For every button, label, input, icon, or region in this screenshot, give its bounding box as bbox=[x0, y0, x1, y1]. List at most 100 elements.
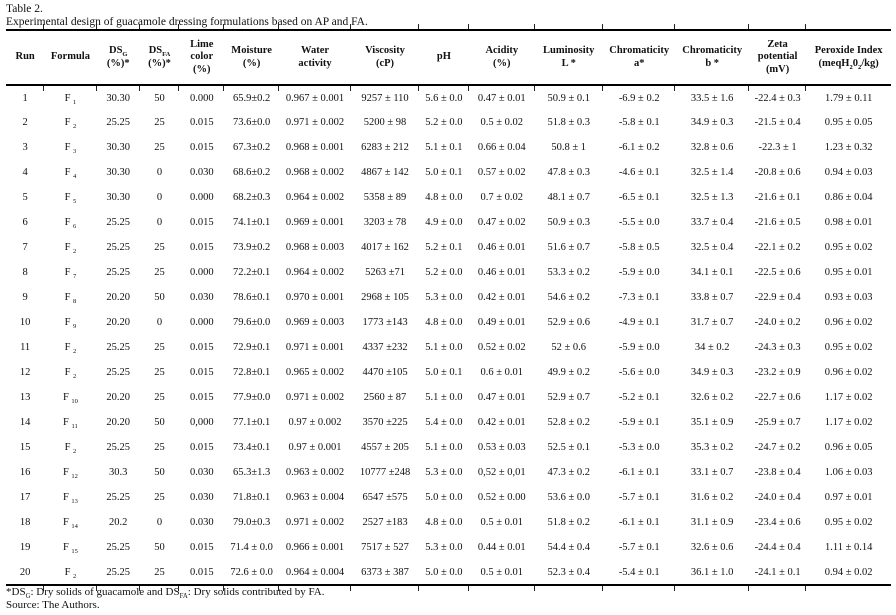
cell-water-activity: 0.971 ± 0.002 bbox=[285, 517, 345, 528]
cell-formula: F 8 bbox=[64, 292, 77, 306]
cell-ds-fa: 0 bbox=[156, 317, 163, 328]
cell-moisture: 77.9±0.0 bbox=[232, 392, 271, 403]
cell-zeta-potential: -21.6 ± 0.1 bbox=[754, 192, 801, 203]
cell-chromaticity-b: 34.9 ± 0.3 bbox=[690, 117, 734, 128]
cell-luminosity-l: 52.3 ± 0.4 bbox=[533, 560, 603, 591]
cell-luminosity-l: 48.1 ± 0.7 bbox=[547, 192, 590, 203]
cell-chromaticity-b: 35.1 ± 0.9 bbox=[690, 417, 734, 428]
cell-ph: 5.0 ± 0.1 bbox=[425, 367, 463, 378]
cell-ds-g: 20.20 bbox=[106, 317, 131, 328]
cell-lime-color: 0.015 bbox=[189, 342, 214, 353]
cell-chromaticity-b: 35.3 ± 0.2 bbox=[690, 442, 734, 453]
cell-ph: 5.2 ± 0.0 bbox=[425, 117, 463, 128]
cell-formula: F 7 bbox=[64, 267, 77, 281]
cell-zeta-potential: -23.2 ± 0.9 bbox=[754, 367, 801, 378]
cell-zeta-potential: -22.5 ± 0.6 bbox=[754, 267, 801, 278]
column-header-formula: Formula bbox=[43, 25, 97, 92]
cell-acidity: 0.5 ± 0.01 bbox=[468, 560, 535, 591]
cell-water-activity: 0.964 ± 0.002 bbox=[285, 192, 345, 203]
cell-water-activity: 0.97 ± 0.001 bbox=[288, 442, 342, 453]
cell-ph: 4.8 ± 0.0 bbox=[425, 517, 463, 528]
cell-luminosity-l: 50.8 ± 1 bbox=[551, 142, 587, 153]
column-header-acidity: Acidity (%) bbox=[468, 25, 535, 92]
cell-acidity: 0.46 ± 0.01 bbox=[477, 267, 526, 278]
column-header-ds-g: DSG (%)* bbox=[95, 25, 140, 92]
cell-luminosity-l: 51.8 ± 0.3 bbox=[547, 117, 590, 128]
cell-ds-g: 20.20 bbox=[106, 417, 131, 428]
cell-acidity: 0.44 ± 0.01 bbox=[477, 542, 526, 553]
cell-luminosity-l: 52.8 ± 0.2 bbox=[547, 417, 590, 428]
cell-run: 14 bbox=[19, 417, 31, 428]
cell-viscosity: 4017 ± 162 bbox=[361, 242, 409, 253]
cell-ds-g: 25.25 bbox=[95, 560, 140, 591]
cell-peroxide-index: 0.96 ± 0.02 bbox=[824, 317, 873, 328]
cell-chromaticity-b: 32.5 ± 1.4 bbox=[690, 167, 734, 178]
cell-peroxide-index: 0.98 ± 0.01 bbox=[824, 217, 873, 228]
cell-luminosity-l: 53.6 ± 0.0 bbox=[547, 492, 590, 503]
cell-chromaticity-a: -6.5 ± 0.1 bbox=[618, 192, 660, 203]
table-row: 19 F 15 25.25 50 0.015 71.4 ± 0.0 0.966 ± 0.00… bbox=[6, 535, 891, 560]
cell-viscosity: 4867 ± 142 bbox=[361, 167, 409, 178]
cell-chromaticity-a: -5.9 ± 0.1 bbox=[618, 417, 660, 428]
cell-zeta-potential: -22.9 ± 0.4 bbox=[754, 292, 801, 303]
cell-run: 4 bbox=[22, 167, 28, 178]
cell-chromaticity-b: 34.1 ± 0.1 bbox=[690, 267, 734, 278]
cell-peroxide-index: 0.95 ± 0.02 bbox=[824, 242, 873, 253]
cell-ph: 5.2 ± 0.1 bbox=[425, 242, 463, 253]
cell-formula: F 4 bbox=[64, 167, 77, 181]
cell-ph: 5.1 ± 0.1 bbox=[425, 142, 463, 153]
cell-chromaticity-a: -5.5 ± 0.0 bbox=[618, 217, 660, 228]
cell-run: 11 bbox=[20, 342, 31, 353]
cell-ds-fa: 25 bbox=[154, 117, 165, 128]
cell-run: 19 bbox=[19, 542, 31, 553]
cell-ph: 5.6 ± 0.0 bbox=[425, 92, 463, 104]
cell-chromaticity-a: -7.3 ± 0.1 bbox=[618, 292, 660, 303]
cell-ph: 5.3 ± 0.0 bbox=[425, 292, 463, 303]
table-row: 16 F 12 30.3 50 0.030 65.3±1.3 0.963 ± 0.002 10… bbox=[6, 460, 891, 485]
cell-ph: 5.0 ± 0.0 bbox=[417, 560, 470, 591]
cell-chromaticity-b: 32.8 ± 0.6 bbox=[690, 142, 734, 153]
cell-chromaticity-b: 33.7 ± 0.4 bbox=[690, 217, 734, 228]
cell-luminosity-l: 50.9 ± 0.1 bbox=[547, 92, 590, 104]
cell-viscosity: 6547 ±575 bbox=[362, 492, 408, 503]
cell-water-activity: 0.967 ± 0.001 bbox=[285, 92, 345, 104]
cell-ds-g: 25.25 bbox=[106, 367, 131, 378]
cell-luminosity-l: 53.3 ± 0.2 bbox=[547, 267, 590, 278]
cell-run: 15 bbox=[19, 442, 31, 453]
cell-chromaticity-a: -5.4 ± 0.1 bbox=[601, 560, 676, 591]
cell-ph: 5.0 ± 0.1 bbox=[425, 167, 463, 178]
cell-chromaticity-b: 32.5 ± 0.4 bbox=[690, 242, 734, 253]
cell-lime-color: 0.015 bbox=[189, 117, 214, 128]
cell-chromaticity-a: -5.3 ± 0.0 bbox=[618, 442, 660, 453]
cell-moisture: 79.6±0.0 bbox=[232, 317, 271, 328]
cell-viscosity: 1773 ±143 bbox=[362, 317, 408, 328]
cell-acidity: 0.47 ± 0.01 bbox=[477, 92, 526, 104]
cell-viscosity: 6373 ± 387 bbox=[350, 560, 419, 591]
table-row: 13 F 10 20.20 25 0.015 77.9±0.0 0.971 ± 0.002 2… bbox=[6, 385, 891, 410]
cell-ds-g: 20.20 bbox=[106, 392, 131, 403]
cell-luminosity-l: 54.6 ± 0.2 bbox=[547, 292, 590, 303]
cell-ds-fa: 25 bbox=[154, 392, 165, 403]
cell-chromaticity-b: 31.6 ± 0.2 bbox=[690, 492, 734, 503]
table-row: 4 F 4 30.30 0 0.030 68.6±0.2 0.968 ± 0.002 4867… bbox=[6, 160, 891, 185]
cell-moisture: 71.8±0.1 bbox=[232, 492, 271, 503]
cell-acidity: 0.42 ± 0.01 bbox=[477, 292, 526, 303]
cell-peroxide-index: 0.96 ± 0.02 bbox=[824, 367, 873, 378]
cell-chromaticity-a: -5.8 ± 0.1 bbox=[618, 117, 660, 128]
cell-ph: 4.9 ± 0.0 bbox=[425, 217, 463, 228]
cell-moisture: 67.3±0.2 bbox=[232, 142, 271, 153]
cell-ds-fa: 50 bbox=[154, 542, 165, 553]
cell-viscosity: 5358 ± 89 bbox=[363, 192, 407, 203]
cell-formula: F 15 bbox=[62, 542, 78, 556]
cell-chromaticity-a: -6.9 ± 0.2 bbox=[618, 92, 660, 104]
cell-formula: F 2 bbox=[43, 560, 97, 591]
cell-moisture: 71.4 ± 0.0 bbox=[230, 542, 273, 553]
cell-viscosity: 5200 ± 98 bbox=[363, 117, 407, 128]
cell-chromaticity-a: -6.1 ± 0.2 bbox=[618, 142, 660, 153]
footnote-source: Source: The Authors. bbox=[6, 598, 100, 611]
table-row: 20 F 2 25.25 25 0.015 72.6 ± 0.0 0.964 ± 0.004… bbox=[6, 560, 891, 591]
cell-moisture: 65.9±0.2 bbox=[232, 92, 271, 104]
cell-lime-color: 0.000 bbox=[189, 92, 214, 104]
cell-water-activity: 0.966 ± 0.001 bbox=[285, 542, 345, 553]
